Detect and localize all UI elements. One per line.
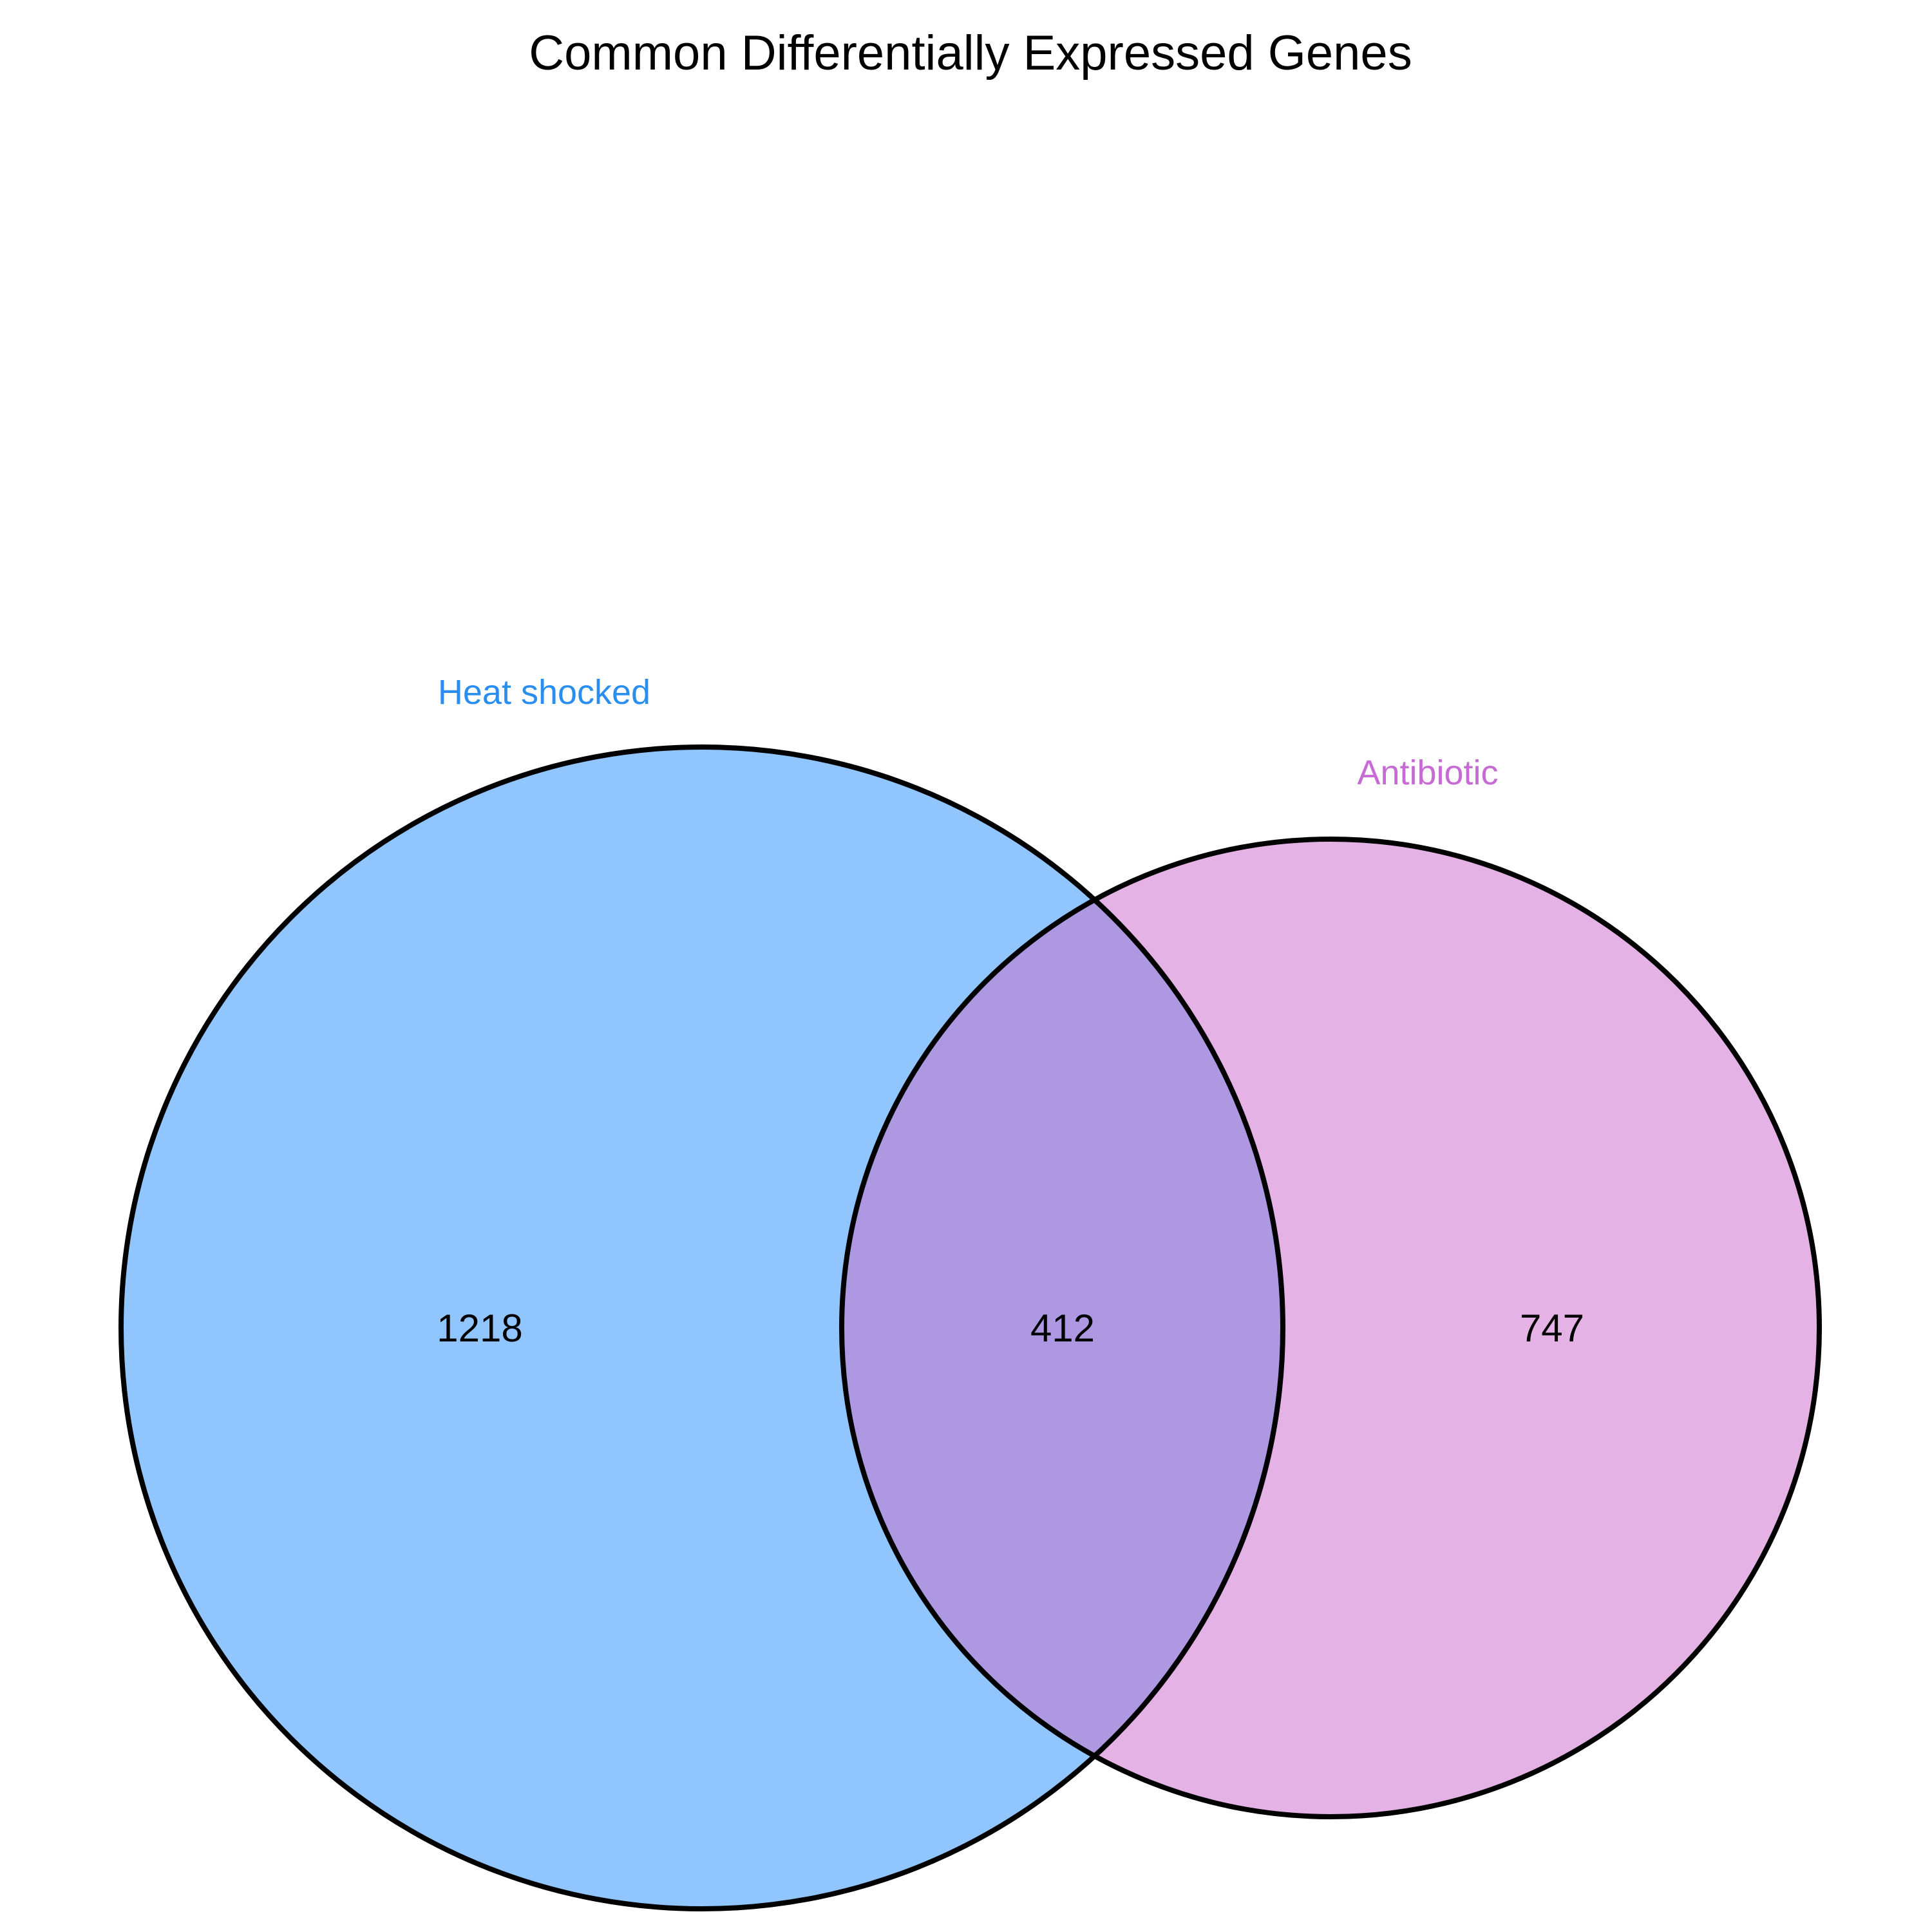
antibiotic-outline	[839, 837, 1822, 1819]
heat-shocked-label: Heat shocked	[438, 673, 650, 712]
antibiotic-label: Antibiotic	[1357, 753, 1498, 792]
intersection-region	[842, 839, 1283, 1817]
heat-shocked-only-count: 1218	[437, 1307, 522, 1350]
diagram-title: Common Differentially Expressed Genes	[529, 26, 1412, 80]
antibiotic-only-count: 747	[1520, 1307, 1584, 1350]
heat-shocked-outline	[118, 744, 1285, 1911]
intersection-count: 412	[1030, 1307, 1095, 1350]
